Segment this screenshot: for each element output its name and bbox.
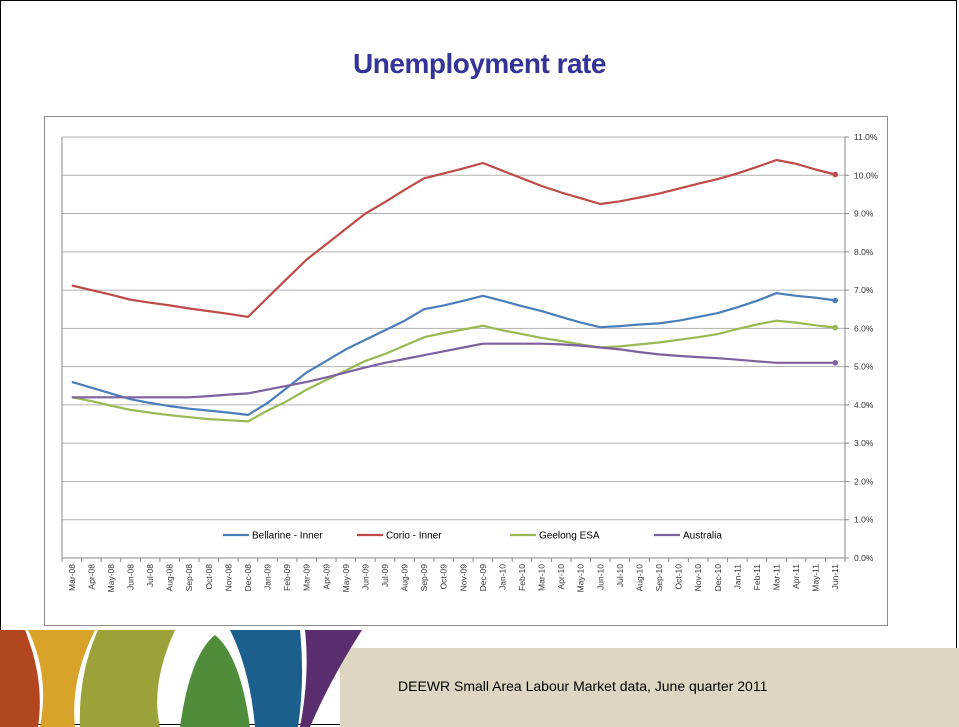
footer-background <box>340 648 959 727</box>
chart-area: 0.0% 1.0% 2.0% 3.0% 4.0% 5.0% 6.0% 7.0% 8.0% 9.0%… <box>44 116 888 626</box>
x-tick-label: Apr-09 <box>321 564 331 590</box>
x-tick-label: Nov-08 <box>223 564 233 592</box>
x-tick-label: Mar-09 <box>302 564 312 591</box>
series-end-point <box>832 297 839 304</box>
series-end-point <box>832 360 839 366</box>
band-shape-red <box>0 630 40 727</box>
slide-title: Unemployment rate <box>353 48 606 79</box>
x-tick-label: Aug-10 <box>634 564 644 592</box>
series-line <box>71 292 836 416</box>
x-tick-label: Dec-08 <box>243 564 253 592</box>
legend-label: Bellarine - Inner <box>252 531 323 542</box>
x-tick-label: Sep-10 <box>654 564 664 592</box>
y-tick-label: 3.0% <box>854 438 874 448</box>
series-line <box>71 319 836 423</box>
y-tick-label: 0.0% <box>854 553 874 563</box>
x-tick-label: Jan-11 <box>732 564 742 590</box>
x-tick-label: Jul-09 <box>380 564 390 587</box>
x-tick-label: Aug-09 <box>400 564 410 592</box>
x-tick-label: Jun-11 <box>830 564 840 590</box>
y-tick-label: 9.0% <box>854 209 874 219</box>
band-shape-green <box>180 635 250 727</box>
x-tick-label: Sep-09 <box>419 564 429 592</box>
y-tick-label: 6.0% <box>854 323 874 333</box>
x-tick-label: Feb-10 <box>517 564 527 591</box>
x-tick-label: Sep-08 <box>184 564 194 592</box>
series-line <box>71 158 836 318</box>
y-tick-label: 7.0% <box>854 285 874 295</box>
x-tick-label: Aug-08 <box>165 564 175 592</box>
series-line <box>71 342 836 399</box>
y-tick-label: 10.0% <box>854 170 879 180</box>
y-tick-label: 4.0% <box>854 400 874 410</box>
x-tick-label: May-10 <box>576 564 586 593</box>
x-tick-label: Mar-10 <box>537 564 547 591</box>
x-tick-label: Apr-11 <box>791 564 801 589</box>
y-tick-label: 2.0% <box>854 476 874 486</box>
legend-label: Geelong ESA <box>539 531 600 542</box>
x-tick-label: Jun-09 <box>360 564 370 590</box>
series-end-point <box>832 171 839 178</box>
x-tick-label: Dec-10 <box>713 564 723 592</box>
x-tick-label: May-11 <box>811 564 821 592</box>
band-shape-olive <box>79 630 175 727</box>
line-chart: 0.0% 1.0% 2.0% 3.0% 4.0% 5.0% 6.0% 7.0% 8.0% 9.0%… <box>61 132 879 593</box>
x-tick-label: Oct-10 <box>674 564 684 590</box>
x-tick-label: Nov-09 <box>458 564 468 592</box>
decorative-color-band <box>0 630 959 727</box>
band-shape-purple <box>300 630 362 727</box>
x-tick-label: Jun-10 <box>595 564 605 590</box>
x-tick-label: Mar-11 <box>771 564 781 591</box>
x-tick-label: Oct-09 <box>439 564 449 590</box>
x-tick-label: Oct-08 <box>204 564 214 590</box>
x-tick-label: Jun-08 <box>126 564 136 590</box>
x-tick-label: May-08 <box>106 564 116 593</box>
x-tick-label: Apr-10 <box>556 564 566 590</box>
x-tick-label: Nov-10 <box>693 564 703 592</box>
x-tick-label: Jul-08 <box>145 564 155 587</box>
y-tick-label: 11.0% <box>854 132 878 142</box>
band-shape-orange <box>28 630 95 727</box>
x-tick-label: Mar-08 <box>67 564 77 591</box>
y-tick-label: 1.0% <box>854 515 874 525</box>
x-tick-label: Jan-09 <box>263 564 273 590</box>
y-tick-label: 5.0% <box>854 362 874 372</box>
x-tick-label: Feb-09 <box>282 564 292 591</box>
band-shape-blue <box>230 630 303 727</box>
x-tick-label: Feb-11 <box>752 564 762 591</box>
x-tick-label: Apr-08 <box>86 564 96 590</box>
y-tick-label: 8.0% <box>854 247 874 257</box>
x-tick-label: May-09 <box>341 564 351 593</box>
footer-source-text: DEEWR Small Area Labour Market data, Jun… <box>398 678 768 694</box>
legend-label: Australia <box>683 531 722 542</box>
x-tick-label: Jul-10 <box>615 564 625 587</box>
legend-label: Corio - Inner <box>386 531 442 542</box>
x-tick-label: Dec-09 <box>478 564 488 592</box>
x-tick-label: Jan-10 <box>497 564 507 590</box>
series-end-point <box>832 324 839 331</box>
